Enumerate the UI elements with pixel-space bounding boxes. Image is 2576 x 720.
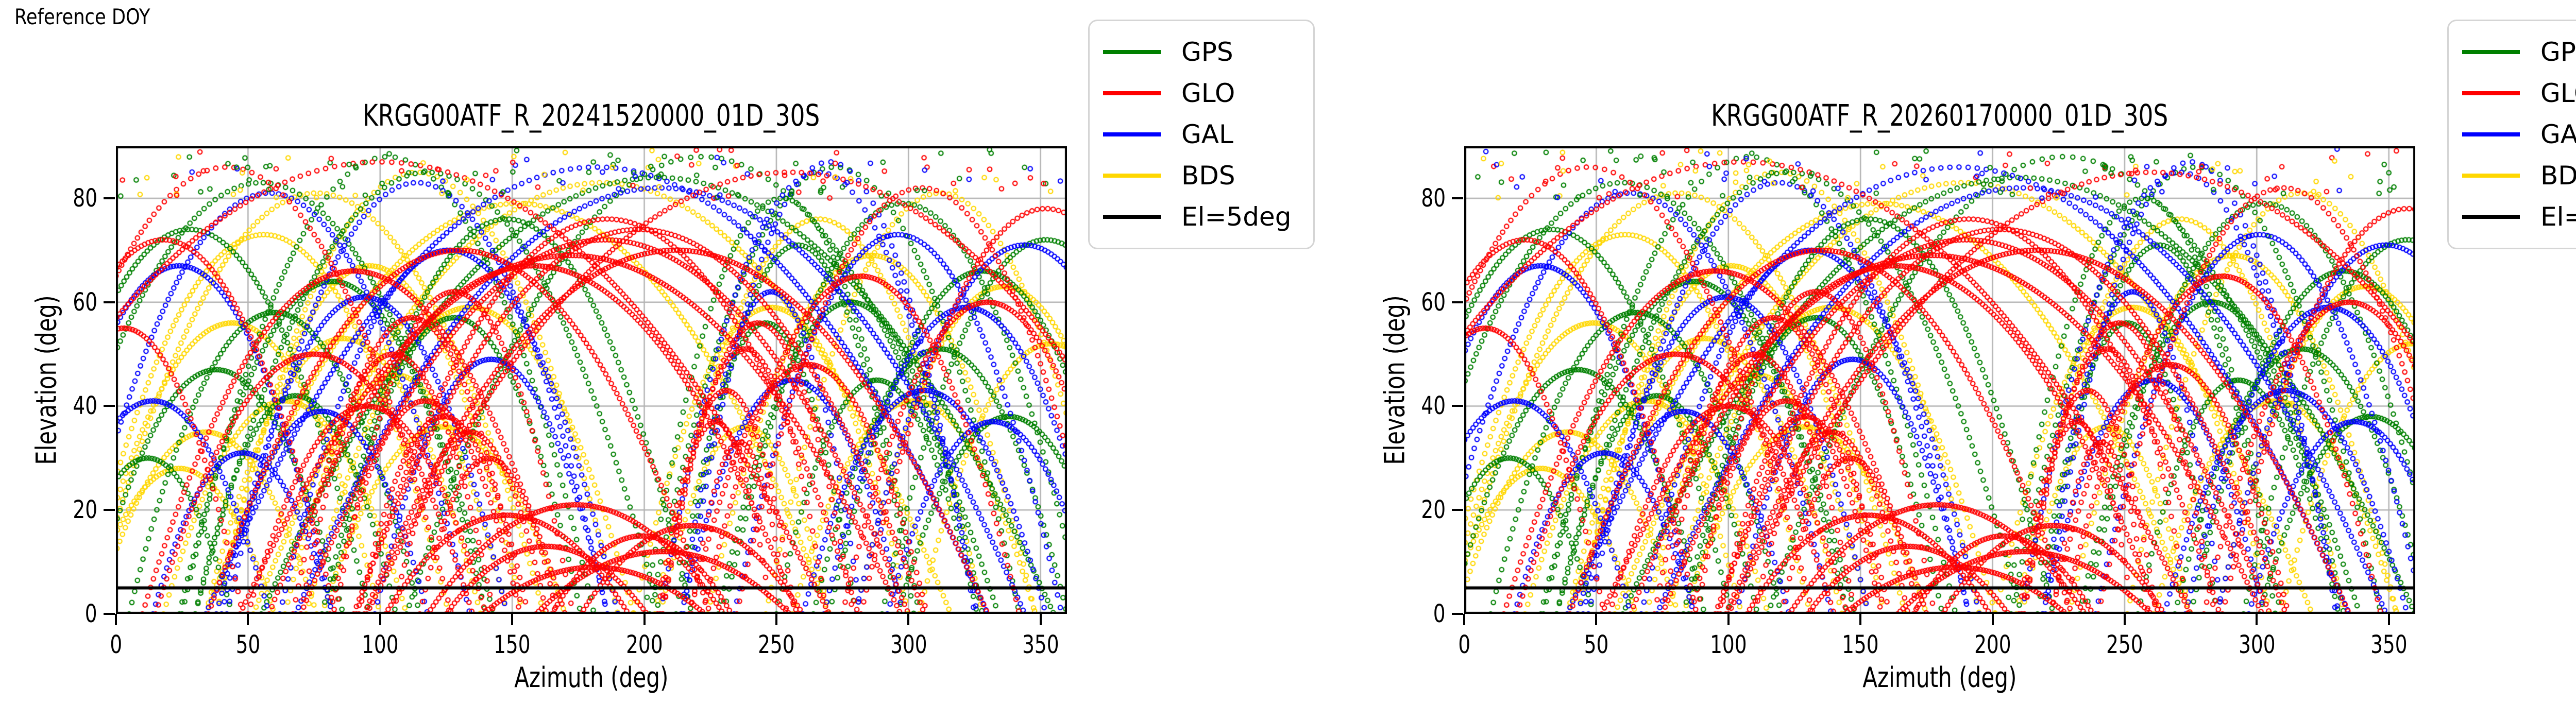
- x-tick-label: 350: [1022, 630, 1059, 659]
- y-tick-label: 80: [73, 183, 97, 213]
- y-tick-label: 80: [1421, 183, 1446, 213]
- legend-line-swatch: [2462, 50, 2520, 54]
- x-tick-mark: [1991, 614, 1994, 625]
- x-tick-mark: [643, 614, 646, 625]
- legend-label: GLO: [2540, 78, 2576, 108]
- x-tick-label: 250: [758, 630, 795, 659]
- legend-item-bds: BDS: [1103, 163, 1300, 188]
- y-tick-mark: [104, 613, 115, 615]
- panel1-legend: GPS GLO GAL BDS El=5deg: [1088, 20, 1315, 249]
- y-tick-mark: [1452, 301, 1463, 303]
- y-tick-mark: [104, 405, 115, 407]
- y-tick-mark: [104, 197, 115, 199]
- x-tick-label: 250: [2106, 630, 2143, 659]
- y-tick-label: 0: [85, 599, 97, 628]
- x-tick-mark: [1463, 614, 1465, 625]
- y-tick-mark: [1452, 509, 1463, 511]
- legend-label: El=5deg: [1181, 202, 1292, 232]
- x-tick-label: 0: [110, 630, 122, 659]
- y-tick-mark: [104, 301, 115, 303]
- legend-label: El=5deg: [2540, 202, 2576, 232]
- x-tick-label: 200: [625, 630, 663, 659]
- y-tick-label: 60: [73, 287, 97, 317]
- x-tick-label: 350: [2370, 630, 2408, 659]
- legend-item-gal: GAL: [1103, 122, 1300, 147]
- legend-item-el=5deg: El=5deg: [1103, 204, 1300, 230]
- x-tick-mark: [1595, 614, 1598, 625]
- y-tick-label: 60: [1421, 287, 1446, 317]
- legend-line-swatch: [2462, 215, 2520, 219]
- x-tick-mark: [115, 614, 117, 625]
- reference-doy-annotation: Reference DOY: [14, 4, 150, 29]
- panel2-x-axis-label: Azimuth (deg): [1862, 661, 2017, 694]
- x-tick-mark: [1859, 614, 1862, 625]
- panel1-plot-area: [116, 146, 1067, 614]
- x-tick-label: 50: [235, 630, 261, 659]
- legend-label: GLO: [1181, 78, 1235, 108]
- legend-item-el=5deg: El=5deg: [2462, 204, 2576, 230]
- x-tick-label: 300: [890, 630, 927, 659]
- legend-item-glo: GLO: [2462, 80, 2576, 106]
- panel1-title: KRGG00ATF_R_20241520000_01D_30S: [363, 98, 820, 133]
- x-tick-mark: [2256, 614, 2258, 625]
- legend-line-swatch: [1103, 215, 1161, 219]
- y-tick-mark: [104, 509, 115, 511]
- y-tick-mark: [1452, 197, 1463, 199]
- y-tick-label: 20: [1421, 495, 1446, 525]
- x-tick-mark: [511, 614, 514, 625]
- x-tick-label: 150: [494, 630, 531, 659]
- y-tick-mark: [1452, 405, 1463, 407]
- x-tick-mark: [379, 614, 381, 625]
- x-tick-mark: [2123, 614, 2126, 625]
- legend-label: GAL: [2540, 119, 2576, 149]
- x-tick-label: 150: [1842, 630, 1879, 659]
- legend-item-gal: GAL: [2462, 122, 2576, 147]
- legend-label: BDS: [2540, 161, 2576, 191]
- legend-line-swatch: [1103, 174, 1161, 178]
- legend-item-bds: BDS: [2462, 163, 2576, 188]
- x-tick-label: 300: [2238, 630, 2276, 659]
- legend-line-swatch: [1103, 132, 1161, 136]
- panel1-x-axis-label: Azimuth (deg): [514, 661, 669, 694]
- x-tick-mark: [775, 614, 777, 625]
- y-tick-label: 40: [73, 391, 97, 421]
- legend-label: BDS: [1181, 161, 1235, 191]
- x-tick-mark: [907, 614, 910, 625]
- y-tick-label: 0: [1433, 599, 1446, 628]
- legend-item-gps: GPS: [2462, 39, 2576, 65]
- panel2-title: KRGG00ATF_R_20260170000_01D_30S: [1711, 98, 2168, 133]
- x-tick-label: 100: [362, 630, 399, 659]
- x-tick-mark: [1039, 614, 1042, 625]
- y-tick-label: 40: [1421, 391, 1446, 421]
- legend-line-swatch: [1103, 50, 1161, 54]
- panel2-sky-track-canvas: [1464, 146, 2415, 614]
- x-tick-mark: [2387, 614, 2390, 625]
- x-tick-label: 50: [1584, 630, 1609, 659]
- y-tick-mark: [1452, 613, 1463, 615]
- x-tick-label: 100: [1710, 630, 1747, 659]
- x-tick-mark: [247, 614, 249, 625]
- legend-line-swatch: [1103, 91, 1161, 95]
- x-tick-mark: [1727, 614, 1730, 625]
- legend-label: GAL: [1181, 119, 1233, 149]
- panel1-sky-track-canvas: [116, 146, 1067, 614]
- legend-line-swatch: [2462, 91, 2520, 95]
- x-tick-label: 200: [1974, 630, 2011, 659]
- panel2-plot-area: [1464, 146, 2415, 614]
- legend-line-swatch: [2462, 132, 2520, 136]
- legend-label: GPS: [1181, 37, 1233, 67]
- y-tick-label: 20: [73, 495, 97, 525]
- x-tick-label: 0: [1458, 630, 1470, 659]
- panel2-legend: GPS GLO GAL BDS El=5deg: [2447, 20, 2576, 249]
- legend-item-glo: GLO: [1103, 80, 1300, 106]
- legend-label: GPS: [2540, 37, 2576, 67]
- legend-line-swatch: [2462, 174, 2520, 178]
- legend-item-gps: GPS: [1103, 39, 1300, 65]
